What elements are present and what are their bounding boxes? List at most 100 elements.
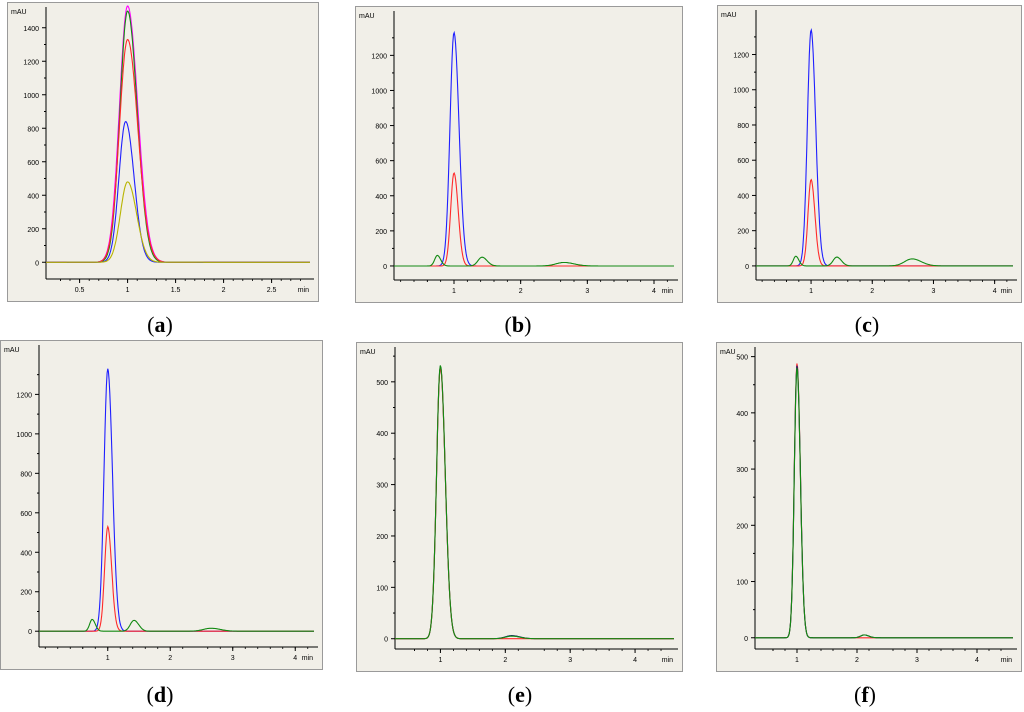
x-axis-label: min (662, 288, 673, 295)
y-tick-label: 1200 (23, 59, 39, 66)
chart-plot-d: 0 200 400 600 800 1000 1200 1 2 3 4 mAU min (0, 340, 323, 670)
x-tick-label: 2.5 (267, 287, 277, 294)
series-line-red (756, 178, 1013, 267)
caption-d: (d) (146, 682, 174, 707)
y-tick-label: 1400 (23, 26, 39, 33)
caption-b: (b) (504, 312, 532, 337)
y-tick-label: 0 (28, 629, 32, 636)
chart-svg-b: 0 200 400 600 800 1000 1200 1 2 3 4 mAU min (359, 11, 678, 295)
x-tick-label: 1.5 (171, 287, 181, 294)
y-tick-label: 200 (376, 534, 388, 541)
y-axis-label: mAU (4, 347, 20, 354)
x-tick-label: 1 (438, 657, 442, 664)
x-tick-label: 1 (795, 657, 799, 664)
caption-c: (c) (854, 312, 880, 337)
y-tick-label: 800 (375, 124, 387, 131)
series-line-blue (394, 30, 674, 267)
chart-plot-f: 0 100 200 300 400 500 1 2 3 4 mAU min (716, 342, 1022, 672)
x-tick-label: 4 (975, 657, 979, 664)
x-tick-label: 4 (633, 657, 637, 664)
series-line-green (394, 254, 674, 267)
y-tick-label: 800 (20, 471, 32, 478)
series-line-red (395, 367, 674, 640)
y-tick-label: 100 (376, 585, 388, 592)
y-tick-label: 500 (736, 355, 748, 362)
x-axis-label: min (298, 287, 309, 294)
series-line-blue (46, 120, 310, 263)
x-tick-label: 1 (809, 288, 813, 295)
chart-svg-a: 0 200 400 600 800 1000 1200 1400 0.5 1 1.5 2 2.5 mAU m… (11, 5, 314, 294)
y-tick-label: 200 (20, 590, 32, 597)
series-line-olive (46, 181, 310, 263)
y-tick-label: 0 (384, 637, 388, 644)
y-tick-label: 600 (27, 160, 39, 167)
y-tick-label: 1000 (733, 88, 749, 95)
y-axis-label: mAU (11, 9, 27, 16)
y-tick-label: 1200 (16, 392, 32, 399)
y-tick-label: 800 (27, 126, 39, 133)
x-tick-label: 4 (652, 288, 656, 295)
x-tick-label: 3 (585, 288, 589, 295)
x-tick-label: 3 (915, 657, 919, 664)
y-tick-label: 300 (736, 467, 748, 474)
y-tick-label: 200 (375, 229, 387, 236)
series-line-blue (756, 28, 1013, 267)
chart-svg-c: 0 200 400 600 800 1000 1200 1 2 3 4 mAU min (721, 10, 1017, 295)
series-line-green (46, 10, 310, 263)
y-tick-label: 400 (20, 550, 32, 557)
y-tick-label: 800 (737, 123, 749, 130)
chart-plot-c: 0 200 400 600 800 1000 1200 1 2 3 4 mAU min (717, 5, 1022, 303)
x-tick-label: 1 (106, 655, 110, 662)
y-tick-label: 1000 (16, 432, 32, 439)
y-tick-label: 600 (20, 511, 32, 518)
y-tick-label: 400 (376, 431, 388, 438)
x-axis-label: min (1001, 657, 1012, 664)
series-line-blue (39, 368, 314, 632)
series-line-darkblue (395, 366, 674, 640)
y-axis-label: mAU (359, 13, 375, 20)
y-tick-label: 0 (383, 264, 387, 271)
y-tick-label: 200 (27, 227, 39, 234)
series-line-green (395, 365, 674, 640)
x-tick-label: 2 (168, 655, 172, 662)
y-tick-label: 200 (737, 229, 749, 236)
x-tick-label: 2 (222, 287, 226, 294)
series-line-green (756, 255, 1013, 267)
x-tick-label: 4 (993, 288, 997, 295)
x-tick-label: 3 (931, 288, 935, 295)
y-axis-label: mAU (720, 349, 736, 356)
y-tick-label: 300 (376, 483, 388, 490)
chart-svg-f: 0 100 200 300 400 500 1 2 3 4 mAU min (720, 347, 1017, 664)
chart-svg-d: 0 200 400 600 800 1000 1200 1 2 3 4 mAU min (4, 345, 318, 662)
y-tick-label: 1200 (733, 53, 749, 60)
x-tick-label: 4 (293, 655, 297, 662)
y-tick-label: 1000 (371, 88, 387, 95)
y-tick-label: 600 (737, 158, 749, 165)
series-line-green (755, 367, 1013, 639)
y-tick-label: 1000 (23, 93, 39, 100)
x-tick-label: 2 (503, 657, 507, 664)
caption-e: (e) (507, 682, 533, 707)
x-tick-label: 3 (568, 657, 572, 664)
x-tick-label: 3 (231, 655, 235, 662)
chart-plot-e: 0 100 200 300 400 500 1 2 3 4 mAU min (356, 342, 683, 672)
caption-f: (f) (854, 682, 876, 707)
y-axis-label: mAU (721, 12, 737, 19)
x-axis-label: min (662, 657, 673, 664)
series-line-red (39, 524, 314, 632)
x-tick-label: 1 (452, 288, 456, 295)
x-tick-label: 2 (855, 657, 859, 664)
y-tick-label: 500 (376, 380, 388, 387)
y-tick-label: 400 (27, 193, 39, 200)
series-line-green (39, 618, 314, 632)
x-tick-label: 0.5 (75, 287, 85, 294)
series-line-red (394, 171, 674, 267)
x-tick-label: 2 (870, 288, 874, 295)
chart-svg-e: 0 100 200 300 400 500 1 2 3 4 mAU min (360, 347, 678, 664)
chart-plot-a: 0 200 400 600 800 1000 1200 1400 0.5 1 1.5 2 2.5 mAU m… (7, 2, 319, 302)
y-tick-label: 0 (35, 260, 39, 267)
series-line-red (46, 38, 310, 263)
y-axis-label: mAU (360, 349, 376, 356)
y-tick-label: 100 (736, 580, 748, 587)
chart-plot-b: 0 200 400 600 800 1000 1200 1 2 3 4 mAU min (355, 6, 683, 303)
